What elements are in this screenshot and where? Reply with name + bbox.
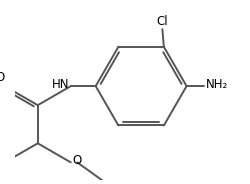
Text: O: O [72,154,81,167]
Text: O: O [0,71,5,84]
Text: Cl: Cl [156,15,168,28]
Text: HN: HN [52,78,69,91]
Text: NH₂: NH₂ [205,78,227,91]
